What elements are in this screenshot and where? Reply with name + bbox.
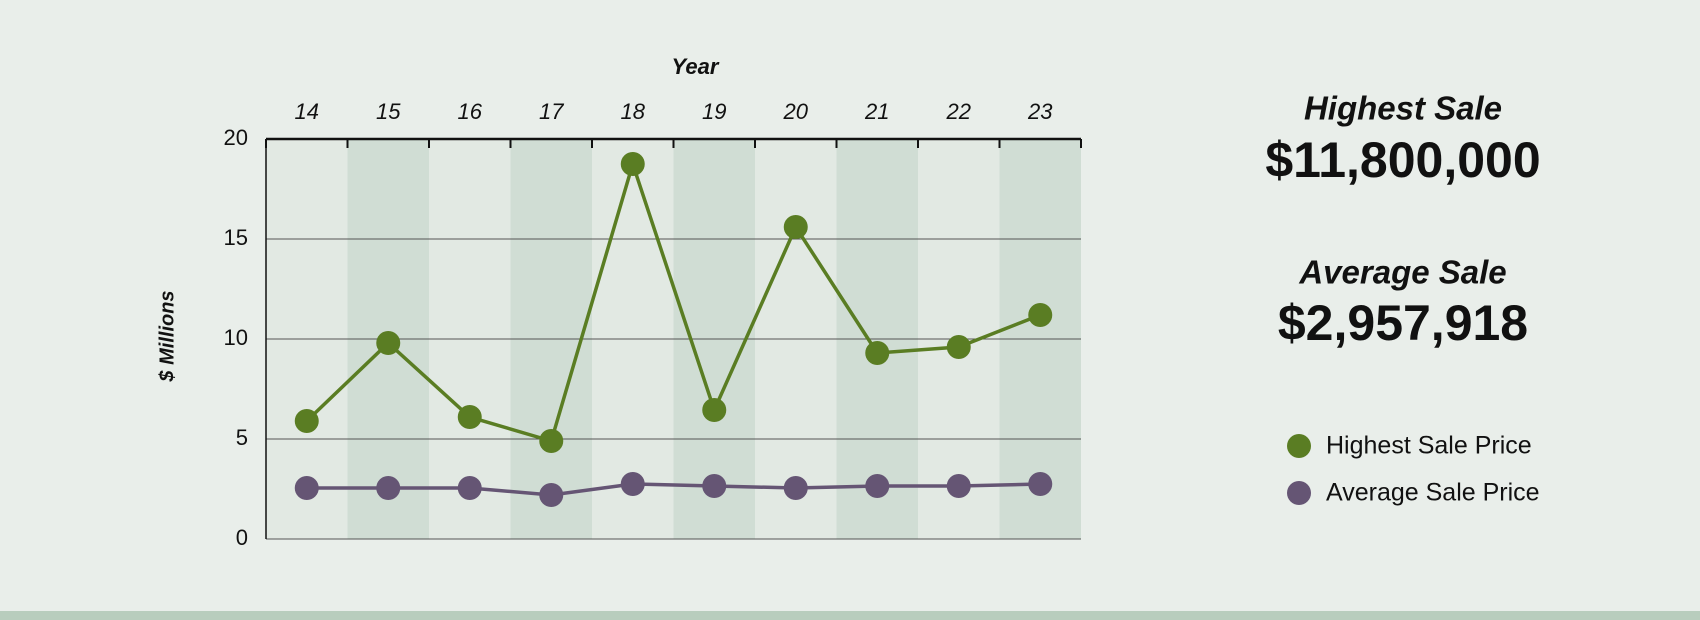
series-line [306, 482, 1041, 497]
data-point [946, 335, 971, 359]
legend-marker [1287, 434, 1311, 458]
x-tick-label: 23 [1027, 99, 1053, 124]
data-point [1028, 472, 1053, 496]
legend-label: Highest Sale Price [1326, 432, 1532, 460]
average-value: $2,957,918 [1278, 295, 1528, 351]
legend-label: Average Sale Price [1326, 479, 1540, 507]
data-point [1028, 303, 1053, 327]
y-axis-title: $ Millions [156, 290, 178, 382]
x-tick-label: 21 [864, 99, 889, 124]
y-tick-label: 15 [224, 225, 248, 250]
data-point [620, 152, 645, 176]
x-tick-label: 19 [702, 99, 726, 124]
y-tick-label: 5 [236, 425, 248, 450]
y-tick-label: 20 [224, 125, 248, 150]
y-tick-label: 0 [236, 525, 248, 550]
data-point [620, 472, 645, 496]
data-point [294, 476, 319, 500]
data-point [539, 429, 564, 453]
x-tick-label: 17 [539, 99, 564, 124]
bottom-strip [0, 611, 1700, 620]
data-point [865, 474, 890, 498]
x-tick-label: 22 [946, 99, 971, 124]
data-point [783, 476, 808, 500]
x-axis-title: Year [672, 54, 720, 79]
x-tick-label: 18 [621, 99, 646, 124]
data-point [457, 476, 482, 500]
data-point [783, 215, 808, 239]
data-point [539, 483, 564, 507]
x-tick-label: 14 [295, 99, 319, 124]
series-line [305, 158, 1041, 444]
average-title: Average Sale [1298, 254, 1506, 291]
data-point [376, 476, 401, 500]
highest-value: $11,800,000 [1265, 132, 1540, 188]
data-point [702, 398, 727, 422]
data-point [457, 405, 482, 429]
data-point [376, 331, 401, 355]
x-tick-label: 16 [458, 99, 483, 124]
highest-title: Highest Sale [1304, 90, 1502, 127]
y-tick-label: 10 [224, 325, 248, 350]
x-tick-label: 15 [376, 99, 401, 124]
data-point [294, 409, 319, 433]
x-tick-label: 20 [783, 99, 809, 124]
legend-marker [1287, 481, 1311, 505]
data-point [702, 474, 727, 498]
data-point [865, 341, 890, 365]
data-point [946, 474, 971, 498]
